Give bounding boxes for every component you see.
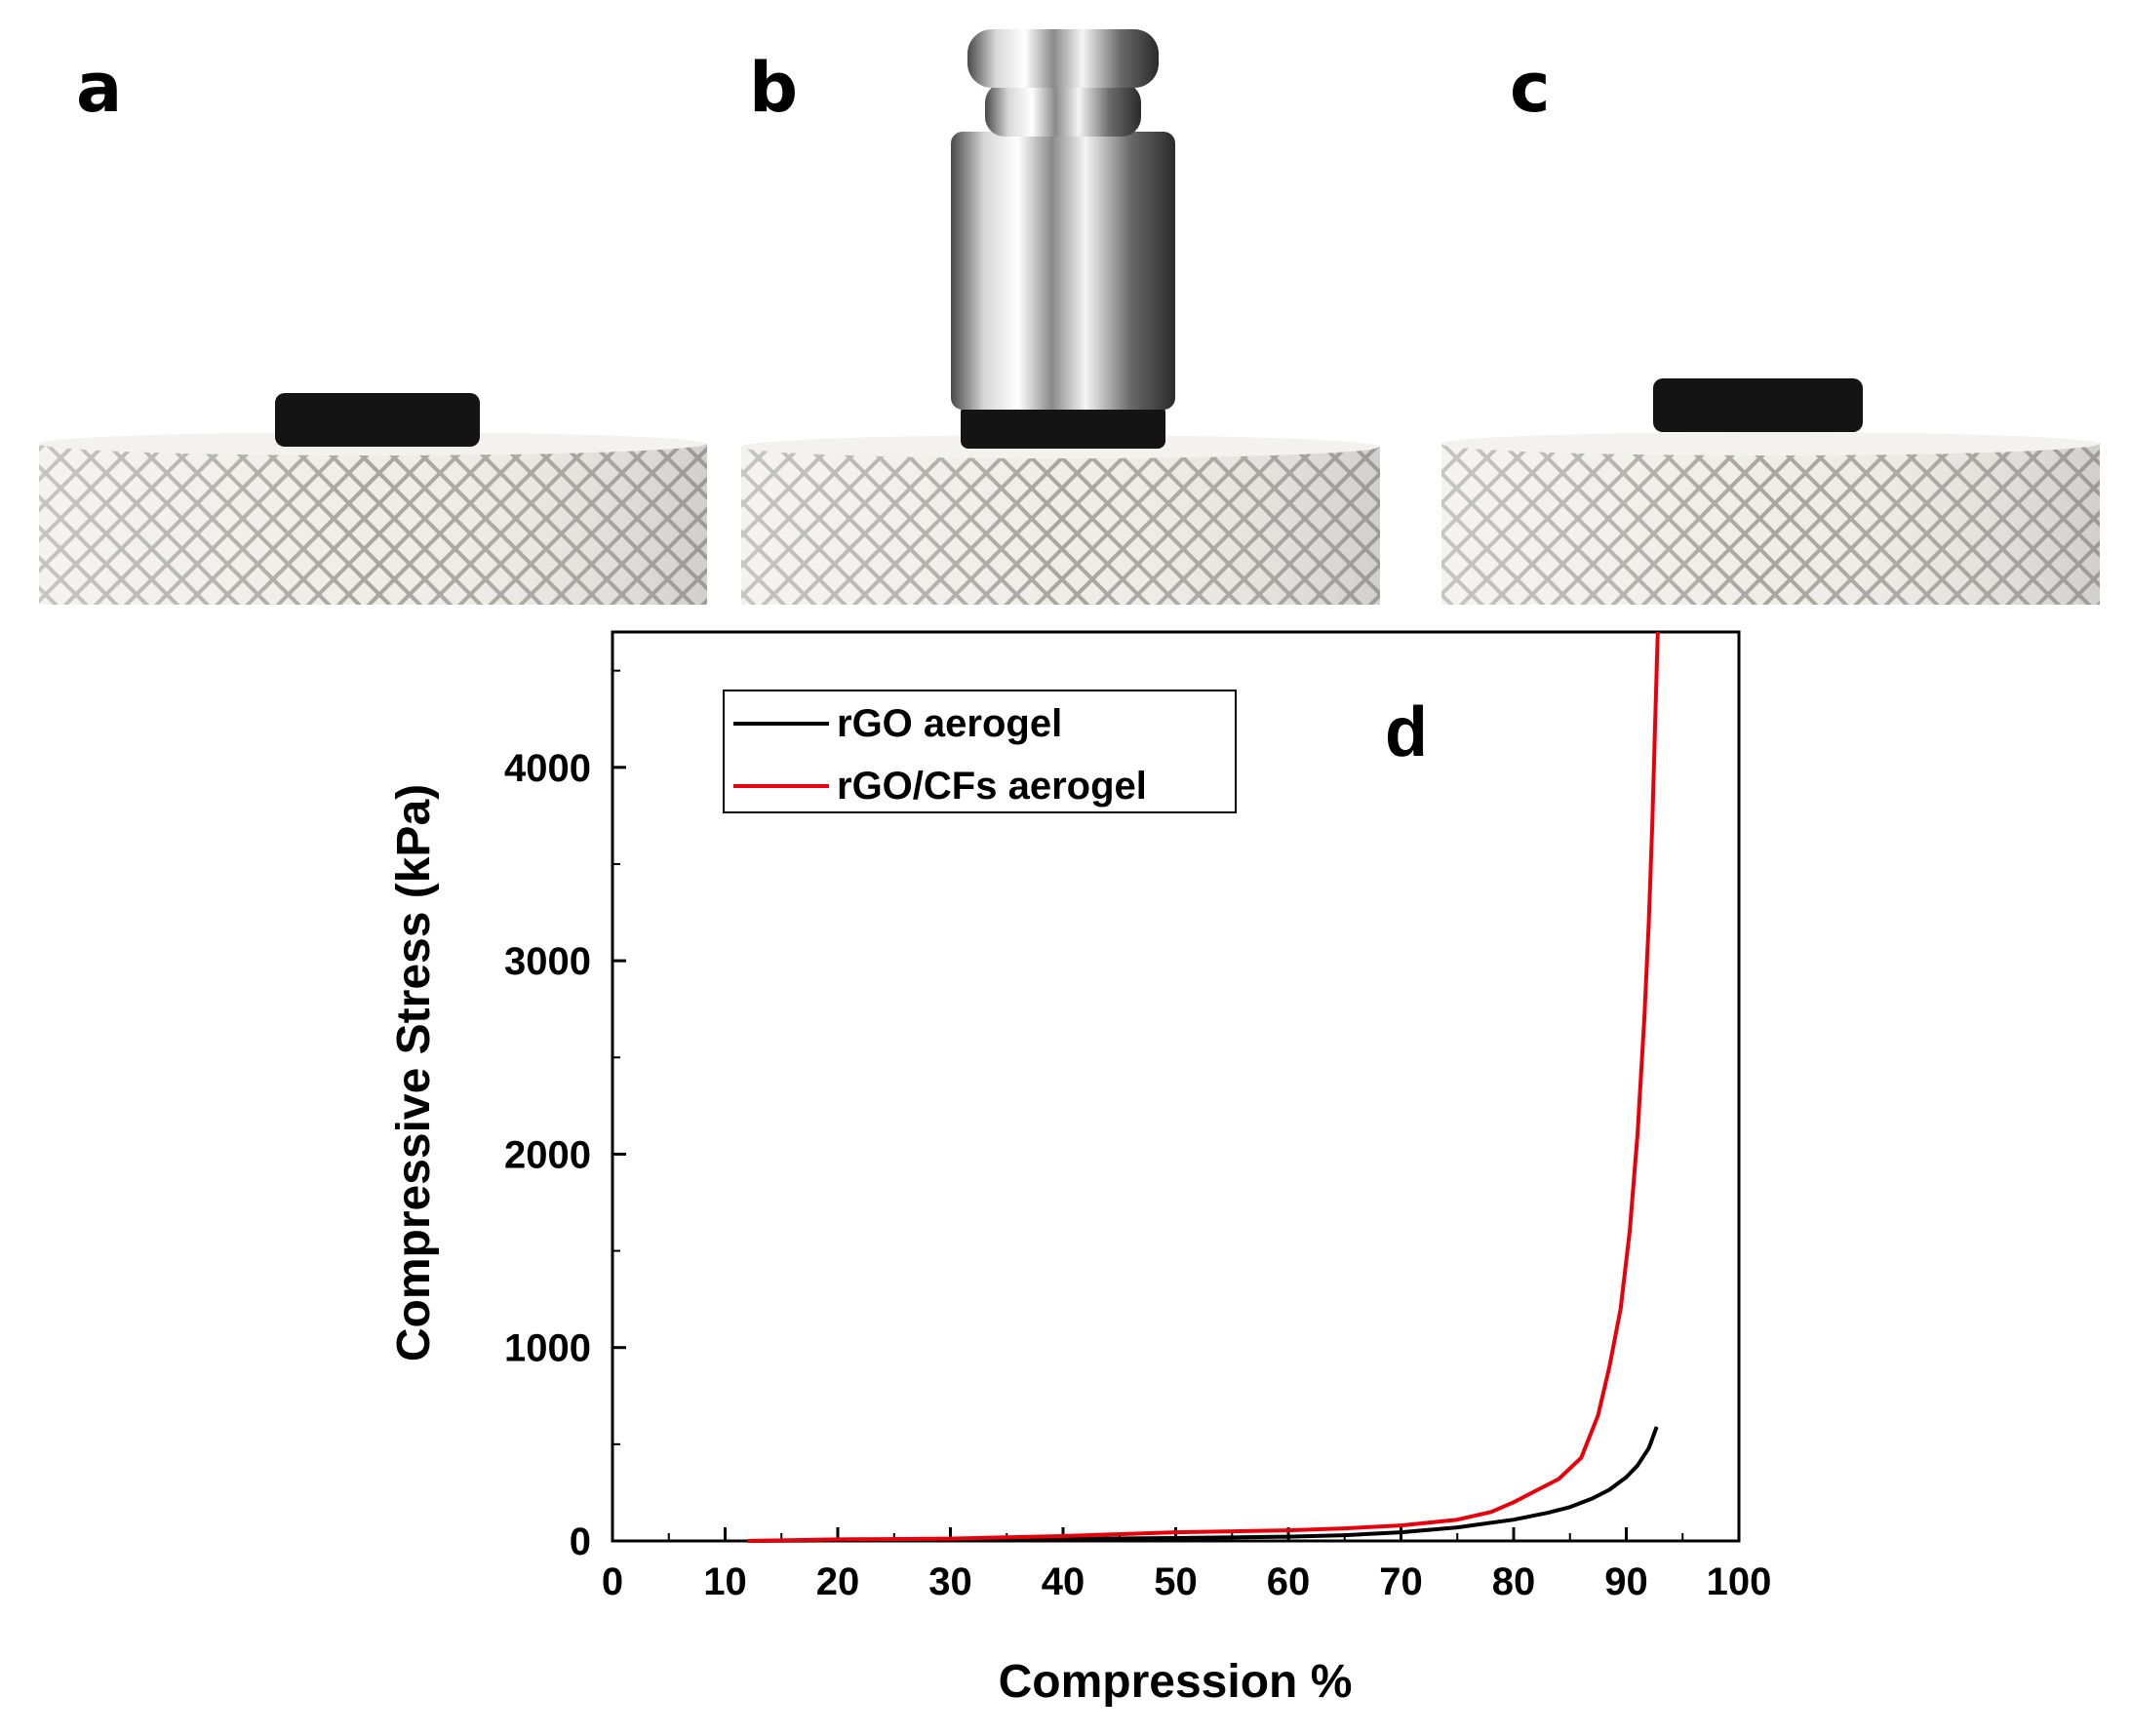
aerogel-sample-b [961, 405, 1165, 449]
panel-label-c: c [1510, 48, 1551, 128]
x-axis-label: Compression % [999, 1656, 1353, 1708]
y-tick-label: 1000 [504, 1327, 591, 1370]
photo-strip [39, 29, 2100, 605]
legend: rGO aerogel rGO/CFs aerogel [723, 690, 1237, 813]
panel-label-d: d [1385, 693, 1428, 771]
x-tick-label: 0 [602, 1560, 623, 1603]
legend-label-rgo: rGO aerogel [837, 702, 1062, 745]
legend-label-rgo-cfs: rGO/CFs aerogel [837, 765, 1147, 808]
y-tick-label: 0 [570, 1520, 591, 1563]
y-tick-label: 3000 [504, 940, 591, 983]
aerogel-sample-a [275, 393, 480, 447]
photo-c [1441, 378, 2100, 605]
y-tick-label: 2000 [504, 1133, 591, 1176]
x-tick-label: 100 [1707, 1560, 1772, 1603]
x-tick-label: 80 [1492, 1560, 1536, 1603]
series-line-rgo [747, 1426, 1659, 1543]
series-line-rgo-cfs [747, 631, 1660, 1543]
x-tick-label: 20 [816, 1560, 860, 1603]
y-axis-label: Compressive Stress (kPa) [388, 784, 440, 1361]
photo-b [741, 29, 1380, 605]
x-tick-label: 70 [1379, 1560, 1423, 1603]
y-tick-label: 4000 [504, 747, 591, 790]
weight-icon [951, 29, 1175, 410]
x-tick-label: 40 [1042, 1560, 1085, 1603]
x-tick-label: 10 [703, 1560, 747, 1603]
panel-label-b: b [749, 48, 799, 128]
panel-label-a: a [76, 48, 123, 128]
x-tick-label: 90 [1604, 1560, 1648, 1603]
x-tick-label: 50 [1154, 1560, 1198, 1603]
x-tick-label: 30 [928, 1560, 972, 1603]
x-tick-label: 60 [1267, 1560, 1311, 1603]
aerogel-sample-c [1653, 378, 1863, 432]
photo-a [39, 393, 707, 605]
